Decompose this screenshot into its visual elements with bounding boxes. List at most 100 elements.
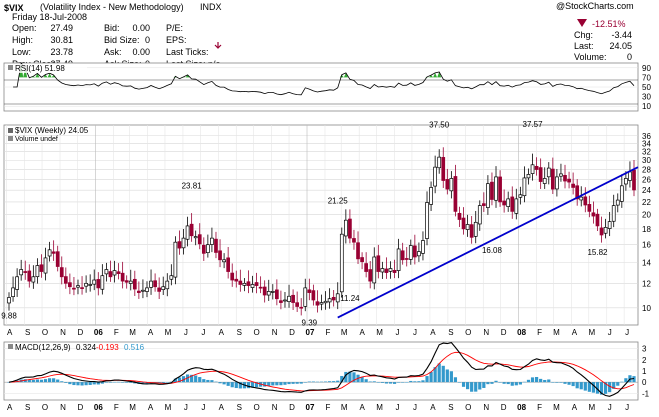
macd-hist-bar — [429, 371, 433, 383]
x-tick-label-bottom: J — [608, 403, 612, 412]
candle-body — [43, 257, 48, 274]
candle-body — [587, 204, 592, 212]
candle-body — [287, 295, 291, 302]
macd-hist-bar — [173, 378, 177, 383]
x-tick-label: J — [201, 328, 205, 337]
macd-hist-bar — [72, 382, 76, 386]
quote-right-label: Volume: — [574, 52, 607, 62]
quote-value: 30.81 — [50, 35, 73, 45]
price-tick-label: 34 — [642, 139, 651, 148]
macd-hist-bar — [530, 377, 535, 383]
macd-hist-bar — [539, 378, 543, 383]
macd-hist-bar — [206, 379, 210, 383]
x-tick-label: A — [148, 328, 154, 337]
macd-hist-value: 0.516 — [124, 343, 145, 352]
candle-body — [583, 196, 588, 206]
macd-hist-bar — [433, 367, 437, 383]
candle-body — [189, 223, 194, 237]
x-axis-top: A S O N D 06 F M A M J J A S O N D 07 F M A M J J A S O N D 08 F M A M J J — [7, 328, 629, 337]
x-tick-label-bottom: D — [289, 403, 295, 412]
macd-hist-bar — [210, 380, 214, 383]
quote-label3: P/E: — [166, 23, 183, 33]
candle-body — [348, 218, 352, 239]
macd-hist-bar — [275, 382, 279, 386]
candle-body — [149, 280, 153, 288]
macd-hist-bar — [437, 363, 441, 383]
macd-hist-bar — [92, 382, 96, 385]
macd-hist-bar — [340, 375, 344, 383]
macd-hist-bar — [250, 382, 255, 388]
candle-body — [266, 291, 271, 296]
x-tick-label-bottom: M — [376, 403, 383, 412]
candle-body — [599, 227, 604, 236]
candle-body — [275, 289, 279, 300]
candle-body — [417, 251, 421, 257]
candle-body — [331, 296, 336, 301]
candle-body — [181, 237, 186, 249]
macd-hist-bar — [222, 382, 226, 385]
x-tick-label: M — [165, 328, 172, 337]
candle-body — [449, 178, 454, 192]
volume-label: Volume undef — [15, 136, 58, 143]
candle-body — [165, 280, 170, 290]
candle-body — [291, 294, 295, 303]
macd-hist-bar — [194, 375, 198, 383]
x-tick-label-bottom: M — [588, 403, 595, 412]
macd-hist-bar — [482, 382, 486, 388]
macd-hist-bar — [632, 376, 636, 383]
candle-body — [429, 187, 433, 205]
macd-hist-bar — [599, 382, 604, 395]
candle-body — [563, 175, 567, 182]
candle-body — [27, 270, 32, 282]
x-tick-label-bottom: N — [272, 403, 278, 412]
candle-body — [19, 269, 24, 276]
candle-body — [270, 291, 275, 293]
candle-body — [234, 278, 239, 282]
macd-hist-bar — [421, 380, 425, 383]
macd-hist-bar — [35, 379, 40, 383]
x-tick-label: O — [254, 328, 260, 337]
macd-hist-bar — [181, 376, 186, 383]
macd-panel: MACD(12,26,9) 0.324 -0.193 0.516 3210-1 … — [3, 341, 650, 412]
candle-body — [7, 297, 11, 304]
candle-body — [157, 287, 162, 292]
x-tick-label: O — [465, 328, 471, 337]
candle-body — [84, 282, 88, 287]
down-arrow-icon — [214, 42, 222, 49]
quote-label3: Last Ticks: — [166, 47, 209, 57]
macd-hist-bar — [372, 381, 376, 383]
x-tick-label-bottom: J — [625, 403, 629, 412]
macd-hist-bar — [31, 379, 35, 383]
macd-hist-bar — [608, 382, 612, 393]
x-tick-label-bottom: F — [326, 403, 331, 412]
x-tick-label: J — [396, 328, 400, 337]
quote-label2: Bid: — [104, 23, 120, 33]
macd-hist-bar — [510, 382, 514, 386]
candle-body — [360, 257, 364, 263]
price-annotation: 9.88 — [1, 311, 17, 320]
macd-hist-bar — [56, 379, 60, 383]
x-tick-label-bottom: M — [165, 403, 172, 412]
x-tick-label-bottom: S — [237, 403, 242, 412]
candle-body — [396, 248, 401, 271]
candle-body — [299, 306, 304, 309]
chart-header: $VIX (Volatility Index - New Methodology… — [4, 1, 634, 69]
x-axis-bottom: A S O N D 06 F M A M J J A S O N D 07 F M A M J J A S O N D 08 F M A M J J — [7, 403, 629, 412]
candle-body — [611, 205, 616, 222]
candle-body — [453, 176, 458, 212]
candle-body — [96, 279, 101, 289]
candle-body — [258, 286, 263, 289]
macd-hist-bar — [43, 379, 48, 383]
watermark: @StockCharts.com — [556, 1, 634, 11]
macd-hist-bar — [198, 377, 202, 383]
price-annotation: 9.39 — [302, 318, 318, 327]
candle-body — [595, 213, 600, 227]
x-tick-label: M — [553, 328, 560, 337]
x-tick-label-bottom: M — [341, 403, 348, 412]
x-tick-label: M — [376, 328, 383, 337]
candle-body — [23, 271, 28, 273]
quote-value2: 0.00 — [132, 23, 150, 33]
